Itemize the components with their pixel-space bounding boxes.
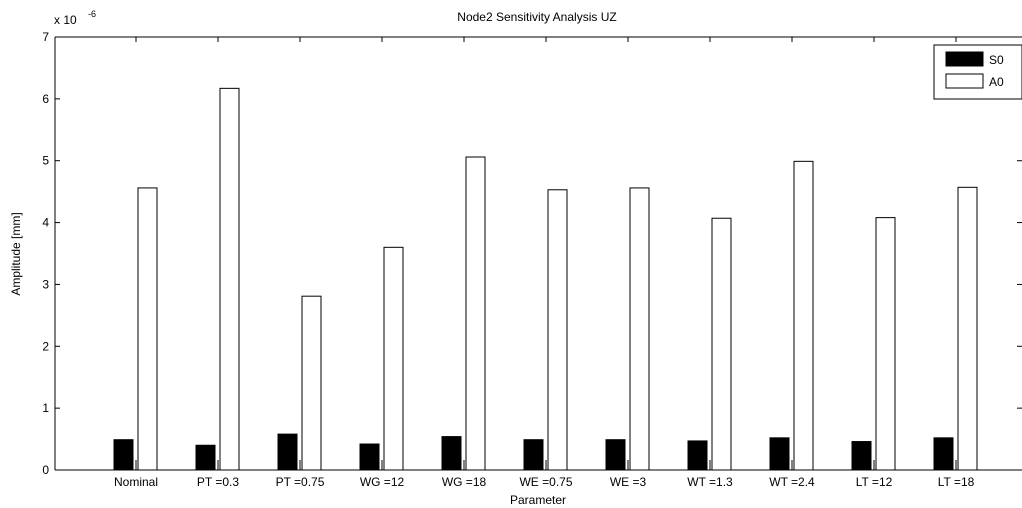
x-tick-label: Nominal <box>114 475 158 489</box>
bar-s0 <box>113 439 134 471</box>
bar-s0 <box>441 436 462 471</box>
y-axis-label: Amplitude [mm] <box>9 212 23 295</box>
x-tick-label: WG =18 <box>442 475 487 489</box>
y-tick-label: 6 <box>42 92 49 106</box>
bar-s0 <box>523 439 544 471</box>
x-tick-label: WT =1.3 <box>687 475 733 489</box>
x-tick-label: WE =0.75 <box>519 475 572 489</box>
legend-swatch <box>945 73 984 89</box>
y-tick-label: 5 <box>42 154 49 168</box>
y-tick-label: 3 <box>42 277 49 291</box>
legend: S0 A0 <box>933 44 1022 100</box>
bar-s0 <box>195 444 216 471</box>
x-tick-label: WG =12 <box>360 475 405 489</box>
x-axis-label: Parameter <box>510 493 566 507</box>
bar-a0 <box>137 187 158 471</box>
y-tick-label: 0 <box>42 463 49 477</box>
legend-swatch <box>945 51 984 67</box>
bar-s0 <box>277 433 298 471</box>
x-tick-label: PT =0.3 <box>197 475 239 489</box>
bar-a0 <box>547 189 568 471</box>
bar-a0 <box>301 295 322 471</box>
bar-a0 <box>465 156 486 471</box>
y-tick-label: 1 <box>42 401 49 415</box>
bar-a0 <box>629 187 650 471</box>
bar-s0 <box>359 443 380 471</box>
y-exponent-label: x 10 <box>54 13 77 27</box>
x-tick-label: PT =0.75 <box>276 475 325 489</box>
x-tick-label: WT =2.4 <box>769 475 815 489</box>
legend-label: S0 <box>989 53 1004 67</box>
bar-s0 <box>769 437 790 471</box>
bar-a0 <box>711 217 732 471</box>
y-tick-label: 7 <box>42 30 49 44</box>
bar-a0 <box>957 186 978 471</box>
bar-a0 <box>219 87 240 471</box>
bar-a0 <box>383 246 404 471</box>
bar-s0 <box>851 441 872 471</box>
bar-a0 <box>793 160 814 471</box>
y-tick-label: 4 <box>42 216 49 230</box>
x-tick-label: WE =3 <box>610 475 647 489</box>
bar-s0 <box>605 439 626 471</box>
x-tick-label: LT =12 <box>856 475 893 489</box>
chart-title: Node2 Sensitivity Analysis UZ <box>457 10 616 24</box>
x-tick-label: LT =18 <box>938 475 975 489</box>
bar-a0 <box>875 217 896 471</box>
plot-area: 0 1 2 3 4 5 6 7 Nominal PT =0.3 PT =0.75 WG =12 WG =… <box>42 30 1022 489</box>
bar-s0 <box>933 437 954 471</box>
y-exponent-power: -6 <box>88 9 96 19</box>
y-tick-label: 2 <box>42 339 49 353</box>
legend-label: A0 <box>989 75 1004 89</box>
bar-s0 <box>687 440 708 471</box>
